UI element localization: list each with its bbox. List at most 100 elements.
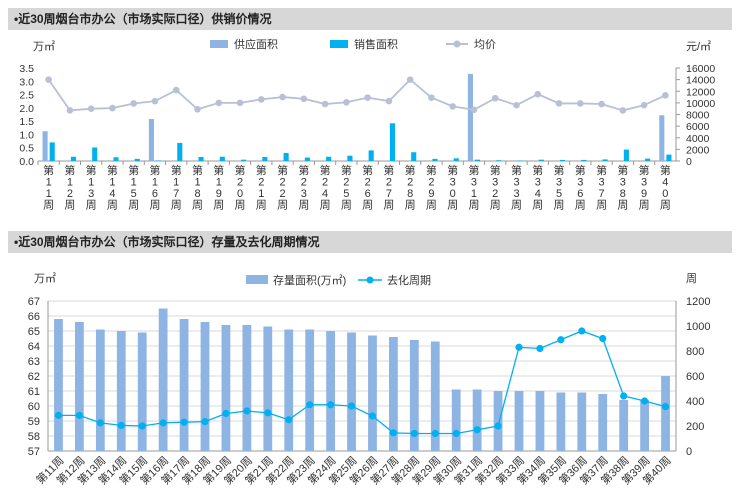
bar-stock bbox=[577, 392, 587, 451]
x-tick-label-char: 9 bbox=[641, 188, 647, 200]
x-tick-label-char: 第 bbox=[511, 163, 522, 177]
bar-stock bbox=[179, 319, 189, 451]
x-tick-label-char: 第 bbox=[298, 163, 309, 177]
x-tick-label-char: 2 bbox=[258, 177, 264, 189]
price-point bbox=[130, 100, 137, 107]
y-tick-left: 65 bbox=[28, 326, 40, 338]
bar-sales bbox=[602, 159, 608, 161]
left-unit-label: 万㎡ bbox=[33, 40, 55, 53]
x-tick-label-char: 7 bbox=[173, 188, 179, 200]
x-tick-label-char: 第 bbox=[617, 163, 628, 177]
x-tick-label-char: 6 bbox=[577, 188, 583, 200]
x-tick-label-char: 1 bbox=[173, 177, 179, 189]
cycle-point bbox=[201, 418, 209, 426]
price-point bbox=[66, 107, 74, 114]
cycle-point bbox=[54, 411, 63, 419]
x-tick-label-char: 9 bbox=[428, 188, 434, 200]
price-point bbox=[172, 86, 180, 94]
cycle-point bbox=[536, 344, 544, 353]
y-tick-right: 1200 bbox=[686, 296, 710, 308]
x-tick-label-char: 第 bbox=[192, 163, 203, 177]
bar-sales bbox=[666, 154, 672, 161]
cycle-point bbox=[347, 402, 356, 410]
price-point bbox=[215, 99, 223, 107]
y-tick-left: 1.5 bbox=[19, 116, 34, 128]
cycle-point bbox=[578, 327, 586, 335]
price-point bbox=[343, 98, 350, 106]
x-tick-label-char: 2 bbox=[428, 177, 434, 189]
y-tick-left: 0.0 bbox=[19, 156, 34, 168]
cycle-point bbox=[75, 411, 83, 419]
bar-stock bbox=[54, 319, 63, 451]
y-tick-right: 12000 bbox=[686, 86, 715, 98]
price-point bbox=[598, 100, 605, 108]
x-tick-label-char: 周 bbox=[405, 199, 416, 212]
x-tick-label-char: 1 bbox=[131, 177, 137, 189]
price-point bbox=[577, 100, 584, 107]
bar-sales bbox=[304, 157, 310, 161]
y-tick-right: 10000 bbox=[686, 98, 715, 110]
bar-sales bbox=[177, 142, 183, 161]
bar-stock bbox=[368, 335, 377, 451]
x-tick-label-char: 第 bbox=[639, 163, 650, 177]
x-tick-label-char: 2 bbox=[237, 177, 243, 189]
x-tick-label-char: 周 bbox=[532, 199, 543, 212]
x-tick-label-char: 第 bbox=[468, 163, 479, 177]
legend-marker bbox=[453, 40, 461, 48]
cycle-point bbox=[285, 416, 293, 424]
bar-stock bbox=[409, 340, 419, 451]
x-tick-label-char: 3 bbox=[620, 177, 626, 189]
bar-sales bbox=[411, 152, 417, 161]
x-tick-label-char: 1 bbox=[194, 177, 200, 189]
y-tick-right: 2000 bbox=[686, 144, 710, 156]
price-point bbox=[513, 101, 520, 109]
bar-stock bbox=[493, 391, 503, 451]
x-tick-label-char: 1 bbox=[152, 177, 158, 189]
legend-label: 去化周期 bbox=[387, 273, 431, 287]
bar-sales bbox=[92, 147, 98, 161]
price-point bbox=[470, 106, 478, 114]
cycle-point bbox=[117, 421, 125, 429]
y-tick-right: 8000 bbox=[686, 110, 710, 122]
x-tick-label-char: 第 bbox=[128, 163, 139, 177]
bar-stock bbox=[75, 322, 84, 451]
right-unit-label: 元/㎡ bbox=[686, 40, 711, 53]
x-tick-label-char: 周 bbox=[149, 199, 160, 212]
bar-stock bbox=[95, 329, 105, 451]
x-tick-label-char: 第 bbox=[532, 163, 543, 177]
bar-sales bbox=[453, 158, 459, 161]
x-tick-label-char: 周 bbox=[86, 199, 97, 212]
x-tick-label-char: 第 bbox=[277, 163, 288, 177]
bar-sales bbox=[623, 149, 629, 161]
y-tick-right: 16000 bbox=[686, 63, 715, 75]
bar-stock bbox=[598, 394, 608, 451]
y-tick-left: 67 bbox=[28, 296, 40, 308]
y-tick-left: 59 bbox=[28, 416, 40, 428]
left-unit-label: 万㎡ bbox=[34, 272, 56, 285]
cycle-point bbox=[138, 422, 146, 430]
bar-sales bbox=[241, 159, 247, 161]
x-tick-label-char: 3 bbox=[301, 188, 307, 200]
legend-marker bbox=[366, 276, 374, 284]
cycle-point bbox=[431, 429, 439, 438]
x-tick-label-char: 1 bbox=[216, 177, 222, 189]
bar-supply bbox=[148, 119, 154, 161]
bar-stock bbox=[472, 389, 482, 451]
x-tick-label-char: 4 bbox=[662, 177, 668, 189]
y-tick-left: 62 bbox=[28, 371, 40, 383]
x-tick-label-char: 周 bbox=[447, 199, 458, 212]
price-point bbox=[87, 105, 95, 112]
bar-sales bbox=[155, 160, 162, 161]
price-point bbox=[555, 100, 563, 107]
stock-cycle-chart: 万㎡ 周 存量面积(万㎡) 去化周期 57 58 59 60 61 62 63 64 65 66 67 0 20… bbox=[28, 272, 711, 487]
x-tick-label-char: 周 bbox=[362, 199, 373, 212]
y-tick-right: 400 bbox=[686, 396, 704, 408]
x-tick-label-char: 5 bbox=[131, 188, 137, 200]
bar-sales bbox=[368, 150, 374, 161]
y-tick-left: 63 bbox=[28, 356, 40, 368]
x-tick-label-char: 周 bbox=[320, 199, 331, 212]
y-tick-left: 0.5 bbox=[19, 143, 34, 155]
x-tick-label-char: 9 bbox=[216, 188, 222, 200]
x-tick-label-char: 1 bbox=[109, 177, 115, 189]
bar-stock bbox=[556, 392, 566, 451]
